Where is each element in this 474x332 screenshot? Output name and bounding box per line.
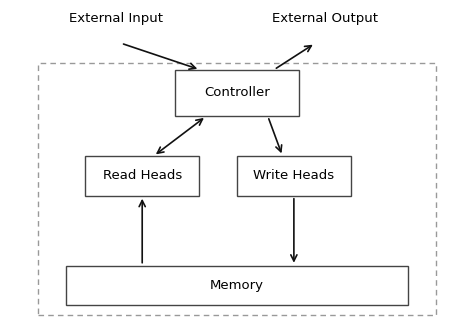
Text: Read Heads: Read Heads [102, 169, 182, 183]
FancyBboxPatch shape [85, 156, 199, 196]
Text: External Output: External Output [272, 12, 378, 25]
FancyBboxPatch shape [66, 266, 408, 305]
Text: Write Heads: Write Heads [253, 169, 335, 183]
Text: Controller: Controller [204, 86, 270, 100]
Text: Memory: Memory [210, 279, 264, 292]
FancyBboxPatch shape [237, 156, 351, 196]
Text: External Input: External Input [69, 12, 163, 25]
FancyBboxPatch shape [175, 70, 299, 116]
